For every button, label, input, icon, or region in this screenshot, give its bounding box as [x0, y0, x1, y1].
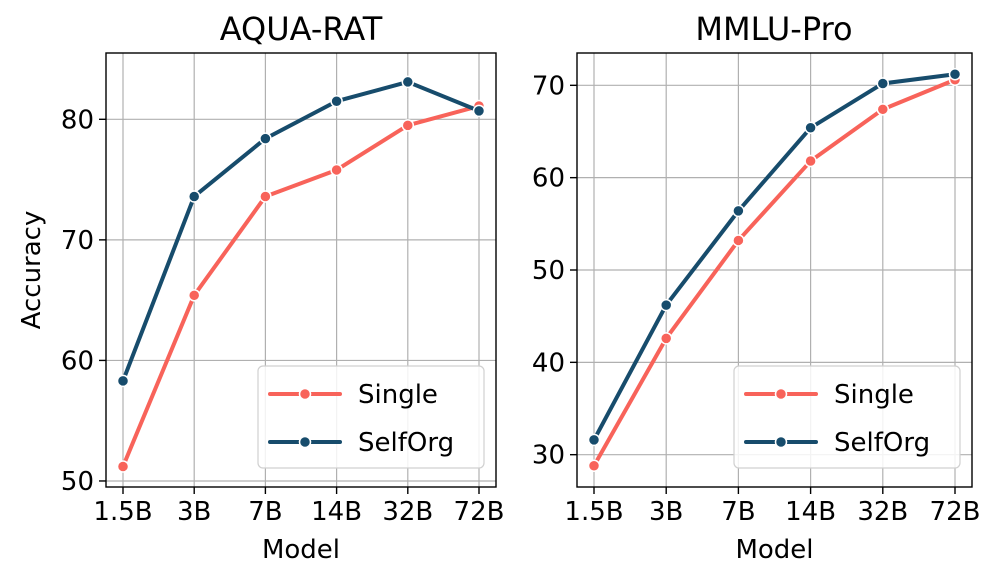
- legend-marker-single: [774, 387, 788, 401]
- data-point-selforg: [472, 104, 486, 118]
- data-point-single: [259, 190, 272, 203]
- chart-title: MMLU-Pro: [695, 10, 852, 48]
- y-tick-label: 50: [61, 467, 94, 497]
- data-point-single: [732, 234, 745, 247]
- plot-frame: [105, 52, 497, 488]
- x-tick-label: 32B: [857, 497, 908, 527]
- series-line-selforg: [592, 72, 957, 442]
- data-point-selforg: [116, 374, 130, 388]
- legend: Single SelfOrg: [733, 365, 961, 469]
- data-point-single: [876, 103, 890, 116]
- y-tick-label: 60: [61, 346, 94, 376]
- data-point-single: [187, 289, 201, 302]
- x-tick-label: 1.5B: [93, 497, 152, 527]
- x-tick-label: 32B: [382, 497, 433, 527]
- x-tick-label: 3B: [649, 497, 683, 527]
- data-point-selforg: [804, 121, 817, 135]
- x-tick-label: 1.5B: [564, 497, 623, 527]
- x-axis-label: Model: [262, 535, 340, 565]
- y-axis-label: Accuracy: [17, 211, 47, 330]
- y-tick-label: 80: [61, 105, 94, 135]
- y-tick-label: 70: [532, 71, 565, 101]
- data-point-single: [401, 119, 415, 132]
- x-tick-label: 14B: [785, 497, 836, 527]
- legend-marker-single: [298, 387, 312, 401]
- series-line-single: [592, 77, 957, 468]
- legend-label-single: Single: [834, 380, 914, 410]
- x-tick-label: 14B: [311, 497, 362, 527]
- x-tick-label: 72B: [454, 497, 505, 527]
- series-line-selforg: [121, 79, 481, 383]
- chart-title: AQUA-RAT: [220, 10, 383, 48]
- data-point-selforg: [187, 190, 201, 203]
- legend-label-selforg: SelfOrg: [358, 428, 454, 458]
- data-point-selforg: [401, 75, 415, 89]
- series-line-single: [121, 104, 481, 469]
- legend-marker-selforg: [298, 435, 312, 449]
- y-tick-label: 30: [532, 441, 565, 471]
- x-tick-label: 7B: [248, 497, 282, 527]
- y-tick-label: 60: [532, 164, 565, 194]
- y-tick-label: 50: [532, 256, 565, 286]
- chart-mmlu-pro: 1.5B 3B 7B 14B 32B 72B 30 40 50 60 70 MMLU-Pro Model…: [532, 10, 981, 565]
- chart-aqua-rat: 1.5B 3B 7B 14B 32B 72B 50 60 70 80 AQUA-RAT Model Ac…: [17, 10, 504, 565]
- data-point-single: [659, 332, 673, 345]
- data-point-selforg: [659, 298, 673, 312]
- legend-marker-selforg: [774, 435, 788, 449]
- y-tick-label: 70: [61, 226, 94, 256]
- data-point-selforg: [876, 77, 890, 90]
- data-point-single: [587, 459, 601, 473]
- legend: Single SelfOrg: [257, 365, 485, 469]
- data-point-selforg: [948, 67, 962, 81]
- data-point-selforg: [732, 204, 745, 218]
- y-tick-label: 40: [532, 348, 565, 378]
- data-point-single: [330, 163, 343, 177]
- data-point-selforg: [587, 433, 601, 447]
- x-tick-label: 3B: [177, 497, 211, 527]
- x-tick-label: 7B: [721, 497, 755, 527]
- data-point-selforg: [259, 132, 272, 145]
- legend-label-selforg: SelfOrg: [834, 428, 930, 458]
- data-point-single: [804, 154, 817, 168]
- x-tick-label: 72B: [930, 497, 981, 527]
- x-axis-label: Model: [735, 535, 813, 565]
- legend-label-single: Single: [358, 380, 438, 410]
- data-point-single: [116, 460, 130, 473]
- data-point-selforg: [330, 94, 343, 108]
